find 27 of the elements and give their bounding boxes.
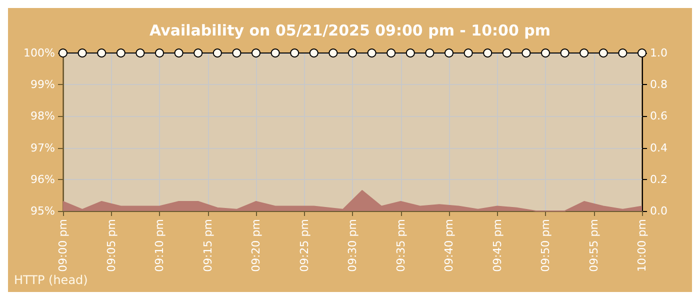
- chart-title: Availability on 05/21/2025 09:00 pm - 10:00 pm: [150, 22, 550, 40]
- x-tick-label: 09:00 pm: [56, 219, 70, 272]
- y2-tick-label: 0.8: [650, 78, 668, 92]
- y2-tick-label: 0.6: [650, 110, 668, 123]
- y2-tick-label: 0.4: [650, 141, 668, 154]
- x-tick-label: 09:25 pm: [298, 219, 311, 272]
- y-tick-label: 99%: [30, 78, 55, 92]
- x-tick-label: 09:15 pm: [201, 219, 214, 272]
- y2-tick-label: 1.0: [650, 46, 668, 60]
- x-tick-label: 10:00 pm: [636, 219, 648, 272]
- y-tick-label: 97%: [30, 141, 55, 154]
- text: HTTP (head): [14, 273, 88, 287]
- y2-tick-label: 0.0: [650, 204, 668, 218]
- x-tick-label: 09:50 pm: [539, 219, 552, 272]
- x-tick-label: 09:20 pm: [250, 219, 262, 272]
- x-tick-label: 09:45 pm: [490, 219, 504, 272]
- y-tick-label: 95%: [30, 204, 55, 218]
- x-tick-label: 09:05 pm: [104, 219, 118, 272]
- x-tick-label: 09:35 pm: [394, 219, 408, 272]
- y-tick-label: 96%: [30, 172, 55, 186]
- x-tick-label: 09:10 pm: [153, 219, 166, 272]
- y-tick-label: 100%: [24, 46, 55, 60]
- x-tick-label: 09:40 pm: [442, 219, 456, 272]
- x-tick-label: 09:30 pm: [346, 219, 359, 272]
- x-tick-label: 09:55 pm: [587, 219, 600, 272]
- y-tick-label: 98%: [30, 110, 55, 123]
- y2-tick-label: 0.2: [650, 172, 668, 186]
